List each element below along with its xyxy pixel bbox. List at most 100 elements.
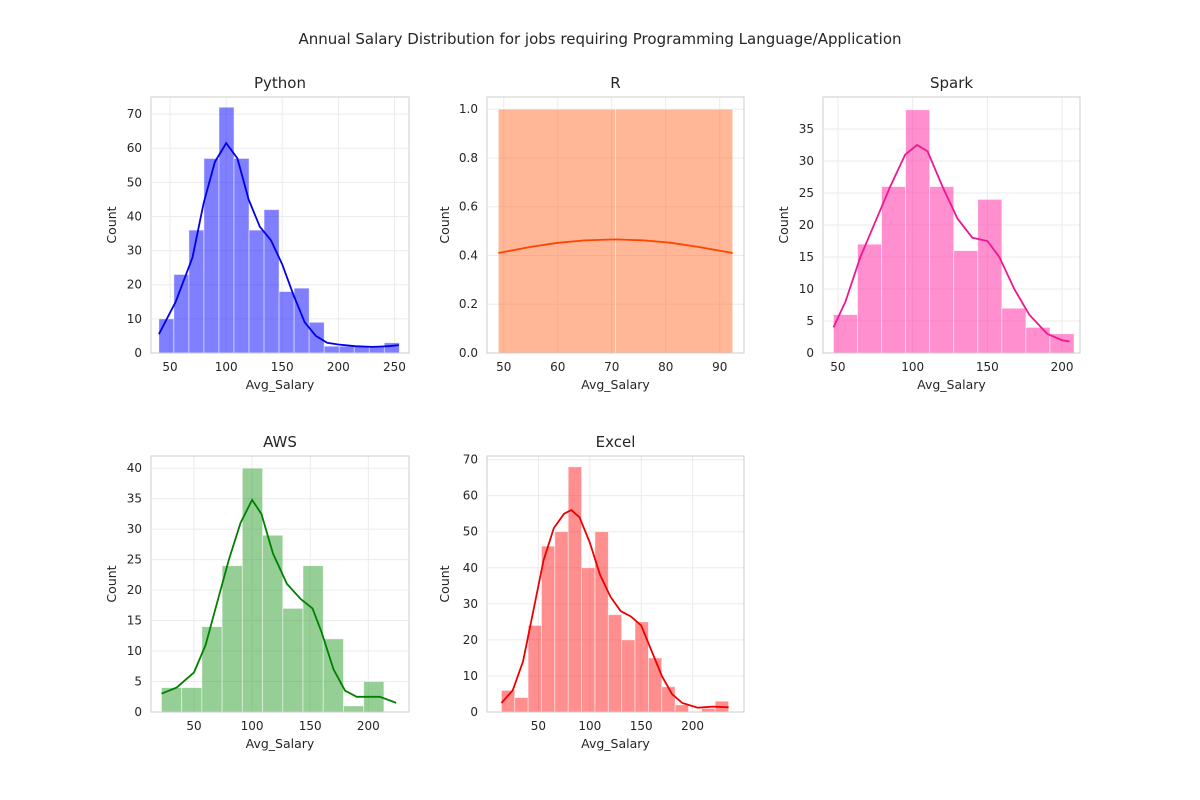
histogram-bar [621, 639, 636, 713]
histogram-bar [221, 565, 243, 713]
subplot-title: Spark [930, 74, 973, 92]
histogram-bar [554, 531, 569, 713]
histogram-bar [262, 534, 284, 713]
subplot-python: 50 100 150 200 250 0 10 20 30 40 50 60 70 Python Avg_S… [104, 74, 410, 392]
y-tick-label: 10 [463, 669, 478, 683]
kde-curve [832, 143, 1070, 343]
y-tick-label: 0 [470, 705, 478, 719]
histogram-bar [158, 318, 175, 354]
axes-frame [150, 96, 410, 354]
y-tick-label: 30 [463, 597, 478, 611]
x-tick-label: 100 [901, 360, 924, 374]
histogram-bar [615, 108, 734, 354]
y-tick-label: 0.2 [459, 297, 478, 311]
y-tick-label: 60 [463, 489, 478, 503]
y-tick-label: 35 [127, 492, 142, 506]
y-tick-label: 0.0 [459, 346, 478, 360]
x-tick-label: 200 [357, 719, 380, 733]
subplot-spark: 50 100 150 200 0 5 10 15 20 25 30 35 Spark Avg_Salary… [776, 74, 1081, 392]
x-axis-label: Avg_Salary [246, 377, 315, 392]
histogram-bar [383, 342, 400, 354]
kde-curve [158, 141, 399, 348]
histogram-bar [527, 625, 542, 713]
histogram-bar [541, 545, 556, 713]
y-axis-label: Count [104, 565, 119, 602]
histogram-bar [514, 697, 529, 713]
y-tick-label: 5 [806, 314, 814, 328]
histogram-bar [661, 686, 676, 713]
subplot-title: Excel [596, 433, 636, 451]
histogram-bar [282, 607, 304, 713]
subplot-excel: 50 100 150 200 0 10 20 30 40 50 60 70 Excel Avg_Salar… [437, 433, 745, 751]
histogram-bar [581, 567, 596, 713]
x-axis-label: Avg_Salary [581, 377, 650, 392]
y-tick-label: 25 [127, 553, 142, 567]
y-tick-label: 30 [127, 522, 142, 536]
histogram-bar [881, 186, 907, 354]
subplot-title: Python [254, 74, 306, 92]
x-axis-label: Avg_Salary [581, 736, 650, 751]
x-tick-label: 250 [383, 360, 406, 374]
histogram-bar [302, 565, 324, 713]
x-tick-label: 100 [241, 719, 264, 733]
x-tick-label: 200 [1051, 360, 1074, 374]
histogram-bar [833, 314, 858, 354]
histogram-bar [607, 614, 623, 713]
histogram-bar [308, 321, 325, 354]
kde-curve [500, 509, 729, 709]
histogram-bar [567, 466, 582, 713]
y-tick-label: 0.6 [459, 200, 478, 214]
histogram-bar [188, 229, 205, 354]
y-tick-label: 0 [806, 346, 814, 360]
subplot-title: R [610, 74, 620, 92]
histogram-bar [674, 704, 689, 713]
axes-frame [150, 455, 410, 713]
x-tick-label: 70 [604, 360, 619, 374]
y-tick-label: 70 [127, 107, 142, 121]
x-tick-label: 80 [658, 360, 673, 374]
subplot-aws: 50 100 150 200 0 5 10 15 20 25 30 35 40 AWS Avg_Salary… [104, 433, 410, 751]
x-tick-label: 100 [215, 360, 238, 374]
histogram-bar [181, 687, 203, 713]
histogram-bar [343, 705, 365, 713]
y-tick-label: 40 [127, 209, 142, 223]
y-tick-label: 20 [799, 218, 814, 232]
y-tick-label: 0 [134, 346, 142, 360]
subplot-r: 50 60 70 80 90 0.0 0.2 0.4 0.6 0.8 1.0 R Avg_Salary C… [437, 74, 745, 392]
y-tick-label: 20 [127, 278, 142, 292]
figure-title: Annual Salary Distribution for jobs requ… [298, 30, 902, 48]
histogram-bar [857, 243, 882, 354]
x-tick-label: 100 [578, 719, 601, 733]
histogram-bar [497, 108, 616, 354]
histogram-bar [293, 287, 310, 354]
histogram-bar [248, 229, 265, 354]
histogram-bar [1025, 326, 1051, 354]
y-tick-label: 40 [463, 561, 478, 575]
axes-frame [486, 455, 745, 713]
y-tick-label: 40 [127, 461, 142, 475]
histogram-bar [647, 657, 663, 713]
y-tick-label: 15 [127, 614, 142, 628]
histogram-bar [594, 531, 609, 713]
histogram-bar [201, 626, 223, 713]
y-tick-label: 20 [127, 583, 142, 597]
x-axis-label: Avg_Salary [917, 377, 986, 392]
histogram-bar [241, 467, 263, 713]
x-tick-label: 50 [830, 360, 845, 374]
histogram-bar [203, 158, 220, 354]
x-tick-label: 50 [162, 360, 177, 374]
x-tick-label: 60 [550, 360, 565, 374]
y-tick-label: 50 [463, 525, 478, 539]
y-axis-label: Count [437, 565, 452, 602]
y-tick-label: 10 [127, 644, 142, 658]
histogram-bar [634, 621, 649, 713]
y-tick-label: 0 [134, 705, 142, 719]
y-tick-label: 25 [799, 186, 814, 200]
y-tick-label: 30 [127, 244, 142, 258]
histogram-bar [323, 345, 340, 354]
x-tick-label: 150 [299, 719, 322, 733]
axes-frame [822, 96, 1081, 354]
y-tick-label: 50 [127, 175, 142, 189]
y-tick-label: 0.4 [459, 248, 478, 262]
